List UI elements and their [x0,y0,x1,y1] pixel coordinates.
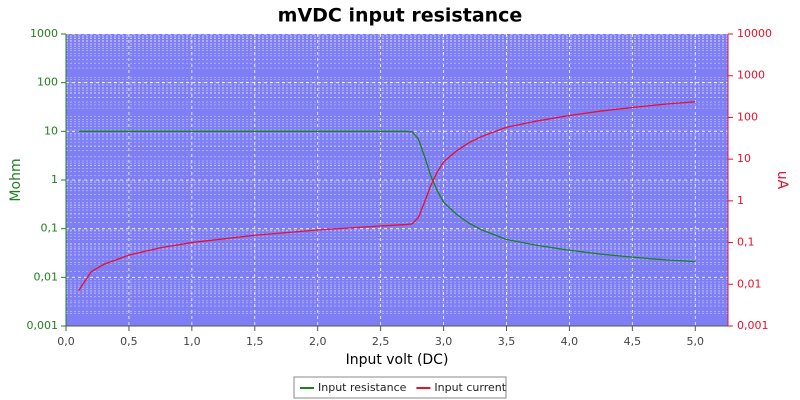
y2-tick-label: 10 [737,152,751,165]
series-line [78,130,696,263]
x-tick-label: 0,5 [120,335,138,348]
x-tick-label: 2,0 [309,335,327,348]
legend-label: Input resistance [318,381,407,394]
x-tick-label: 1,5 [246,335,264,348]
y2-tick-label: 10000 [737,27,772,40]
y2-tick-label: 1 [737,194,744,207]
y-tick-label: 1000 [30,27,58,40]
y-tick-label: 0,001 [27,319,59,332]
y2-tick-label: 100 [737,110,758,123]
y-axis-label: Mohm [8,158,24,201]
y-tick-label: 1 [51,173,58,186]
y-tick-label: 100 [37,76,58,89]
x-tick-label: 2,5 [372,335,390,348]
legend-label: Input current [434,381,506,394]
y-tick-label: 0,01 [34,270,59,283]
x-tick-label: 3,0 [435,335,453,348]
series-line [78,101,696,292]
x-tick-label: 4,0 [561,335,579,348]
legend-box [293,376,507,399]
x-tick-label: 0,0 [57,335,75,348]
y2-axis-label: uA [774,171,790,190]
chart-title: mVDC input resistance [278,5,523,27]
legend: Input resistance Input current [293,376,507,399]
x-tick-label: 1,0 [183,335,201,348]
y2-tick-label: 0,1 [737,236,755,249]
y-tick-label: 0,1 [41,222,59,235]
y2-tick-label: 0,001 [737,319,769,332]
x-tick-label: 5,0 [687,335,705,348]
x-tick-label: 4,5 [624,335,642,348]
y-tick-label: 10 [44,124,58,137]
x-tick-label: 3,5 [498,335,516,348]
x-axis-label: Input volt (DC) [346,352,449,368]
y2-tick-label: 1000 [737,69,765,82]
y2-tick-label: 0,01 [737,277,762,290]
